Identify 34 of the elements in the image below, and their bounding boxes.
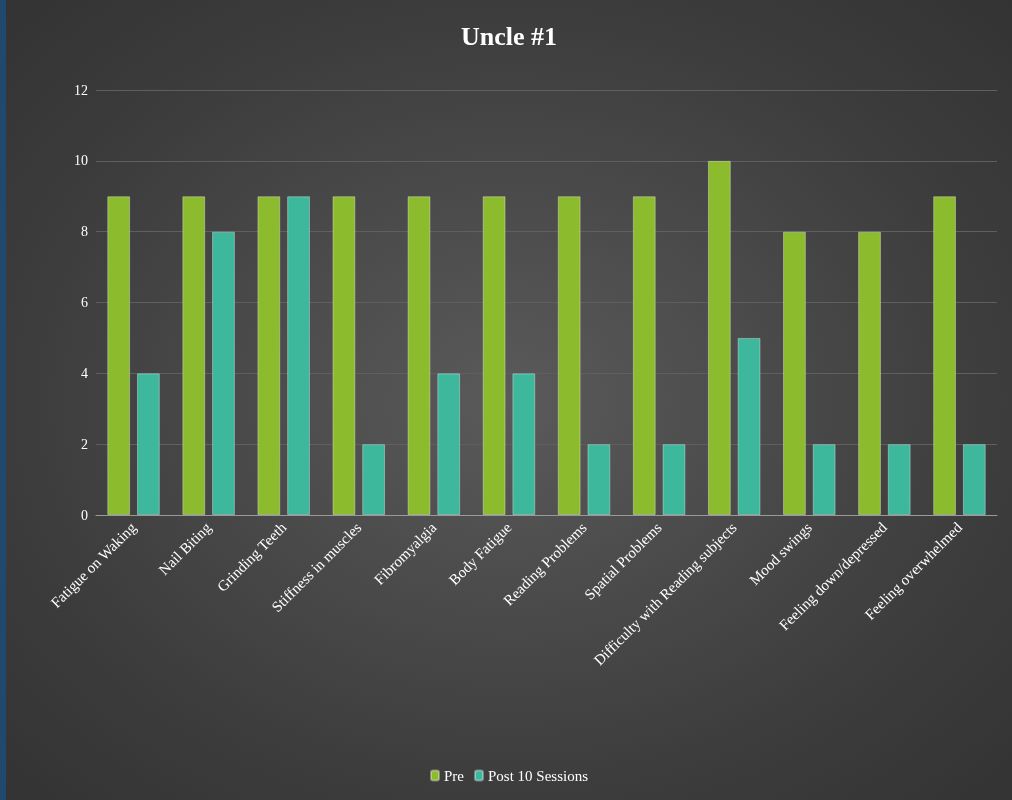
bar	[783, 231, 806, 515]
bar	[662, 444, 686, 515]
legend-label: Post 10 Sessions	[487, 767, 589, 784]
chart-title: Uncle #1	[460, 21, 558, 51]
bar	[362, 444, 386, 515]
bar	[858, 231, 881, 515]
bar	[107, 196, 131, 515]
y-tick-label: 8	[81, 224, 88, 240]
y-tick-label: 0	[81, 507, 88, 523]
y-tick-label: 4	[81, 365, 88, 381]
y-tick-label: 2	[81, 436, 88, 452]
bar	[212, 231, 235, 515]
y-tick-label: 12	[74, 82, 88, 98]
bar	[707, 160, 731, 515]
bar	[437, 373, 461, 515]
bar	[257, 196, 281, 515]
bar	[933, 196, 957, 515]
bar	[737, 337, 761, 515]
bar	[512, 373, 536, 515]
bar	[287, 196, 310, 515]
y-tick-label: 6	[81, 295, 88, 310]
legend-label: Pre	[443, 767, 465, 784]
bar	[632, 196, 656, 515]
bar	[587, 444, 611, 515]
y-tick-label: 10	[74, 153, 88, 169]
bar	[812, 444, 836, 515]
bar	[407, 196, 431, 515]
bar	[136, 373, 160, 515]
bar	[332, 196, 356, 515]
bar	[182, 196, 206, 515]
bar	[962, 444, 986, 515]
bar	[557, 196, 581, 515]
bar	[887, 444, 911, 515]
bar	[482, 196, 506, 515]
